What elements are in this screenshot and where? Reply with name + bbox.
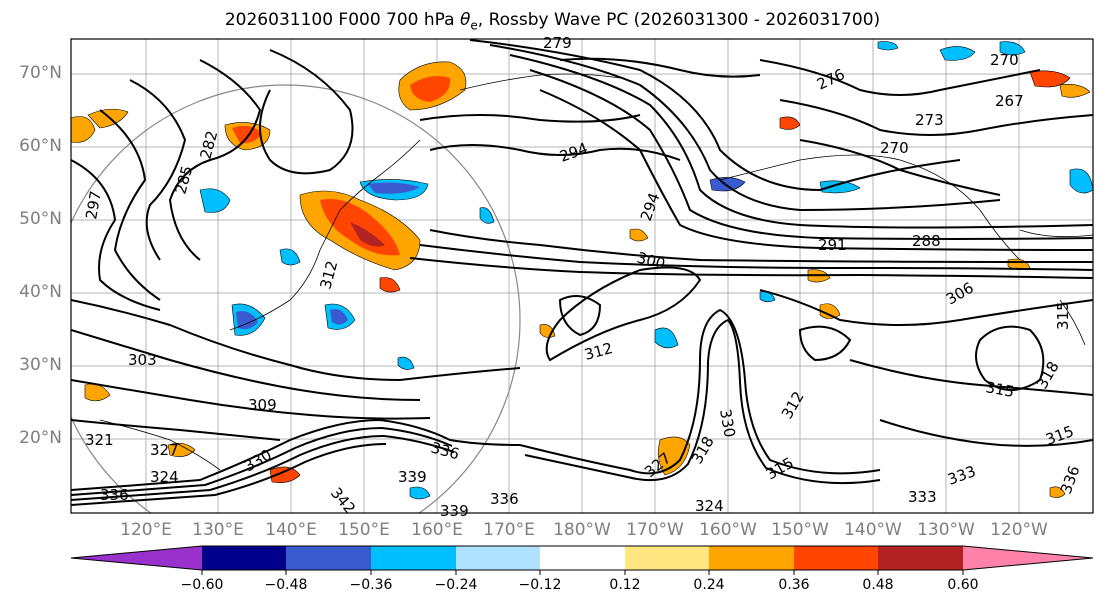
lat-label: 70°N <box>19 63 62 83</box>
colorbar-tick-label: −0.60 <box>180 577 224 593</box>
colorbar-tick-label: 0.60 <box>947 577 979 593</box>
contour-label: 270 <box>990 51 1019 69</box>
colorbar-tick-label: 0.36 <box>778 577 810 593</box>
contour-label: 315 <box>1054 301 1072 330</box>
lon-label: 170°E <box>483 520 535 540</box>
lon-label: 140°W <box>844 520 902 540</box>
contour-label: 327 <box>150 441 179 459</box>
colorbar-segment <box>456 546 540 570</box>
contour-label: 279 <box>543 34 572 52</box>
colorbar-tick-label: −0.12 <box>518 577 562 593</box>
lat-label: 30°N <box>19 355 62 375</box>
warm-anomalies <box>71 61 1091 498</box>
contour-label: 339 <box>398 468 427 486</box>
lon-label: 170°W <box>626 520 684 540</box>
colorbar-extend-right <box>963 546 1093 570</box>
colorbar-tick-label: 0.12 <box>609 577 641 593</box>
figure-title: 2026031100 F000 700 hPa θe, Rossby Wave … <box>0 10 1105 32</box>
region-circle <box>71 84 521 513</box>
coastlines <box>99 73 1093 471</box>
map-frame <box>70 38 1094 514</box>
lon-label: 120°W <box>990 520 1048 540</box>
colorbar-segment <box>794 546 878 570</box>
cold-anomalies <box>199 41 1093 500</box>
lon-label: 130°W <box>917 520 975 540</box>
lon-label: 150°E <box>338 520 390 540</box>
lon-label: 150°W <box>771 520 829 540</box>
colorbar-tick-label: 0.48 <box>862 577 894 593</box>
lon-label: 120°E <box>120 520 172 540</box>
contour-label: 267 <box>995 92 1024 110</box>
lat-label: 50°N <box>19 209 62 229</box>
title-suffix: , Rossby Wave PC (2026031300 - 202603170… <box>477 10 881 30</box>
colorbar-segment <box>878 546 963 570</box>
colorbar-tick-label: −0.48 <box>264 577 308 593</box>
contour-label: 339 <box>440 502 469 520</box>
colorbar-segment <box>286 546 371 570</box>
contour-label: 309 <box>248 396 277 414</box>
contour-label: 336 <box>490 490 519 508</box>
contour-label: 324 <box>150 468 179 486</box>
title-theta: θ <box>460 10 471 30</box>
lat-label: 20°N <box>19 428 62 448</box>
contour-label: 330 <box>716 408 739 439</box>
colorbar <box>70 545 1094 575</box>
colorbar-extend-left <box>71 546 202 570</box>
contour-label: 273 <box>915 111 944 129</box>
lon-label: 140°E <box>265 520 317 540</box>
title-prefix: 2026031100 F000 700 hPa <box>224 10 460 30</box>
contour-label: 321 <box>85 431 114 449</box>
colorbar-segment <box>371 546 456 570</box>
contour-label: 336 <box>100 486 129 504</box>
lon-label: 180°W <box>553 520 611 540</box>
lon-label: 130°E <box>192 520 244 540</box>
contour-label: 315 <box>984 378 1015 401</box>
colorbar-segment <box>540 546 625 570</box>
colorbar-segment <box>625 546 709 570</box>
theta-e-contours <box>71 39 1093 506</box>
contour-label: 333 <box>908 488 937 506</box>
lon-label: 160°E <box>411 520 463 540</box>
lat-label: 60°N <box>19 136 62 156</box>
lon-label: 160°W <box>699 520 757 540</box>
colorbar-segment <box>709 546 794 570</box>
contour-label: 291 <box>818 236 847 254</box>
colorbar-tick-label: −0.36 <box>349 577 393 593</box>
colorbar-segment <box>202 546 286 570</box>
title-subscript: e <box>470 18 478 33</box>
contour-label: 297 <box>82 189 105 220</box>
lat-label: 40°N <box>19 282 62 302</box>
contour-label: 324 <box>695 497 724 515</box>
contour-label: 270 <box>880 139 909 157</box>
contour-label: 303 <box>128 351 157 369</box>
contour-label: 288 <box>912 232 941 250</box>
colorbar-tick-label: −0.24 <box>434 577 478 593</box>
colorbar-tick-label: 0.24 <box>693 577 725 593</box>
